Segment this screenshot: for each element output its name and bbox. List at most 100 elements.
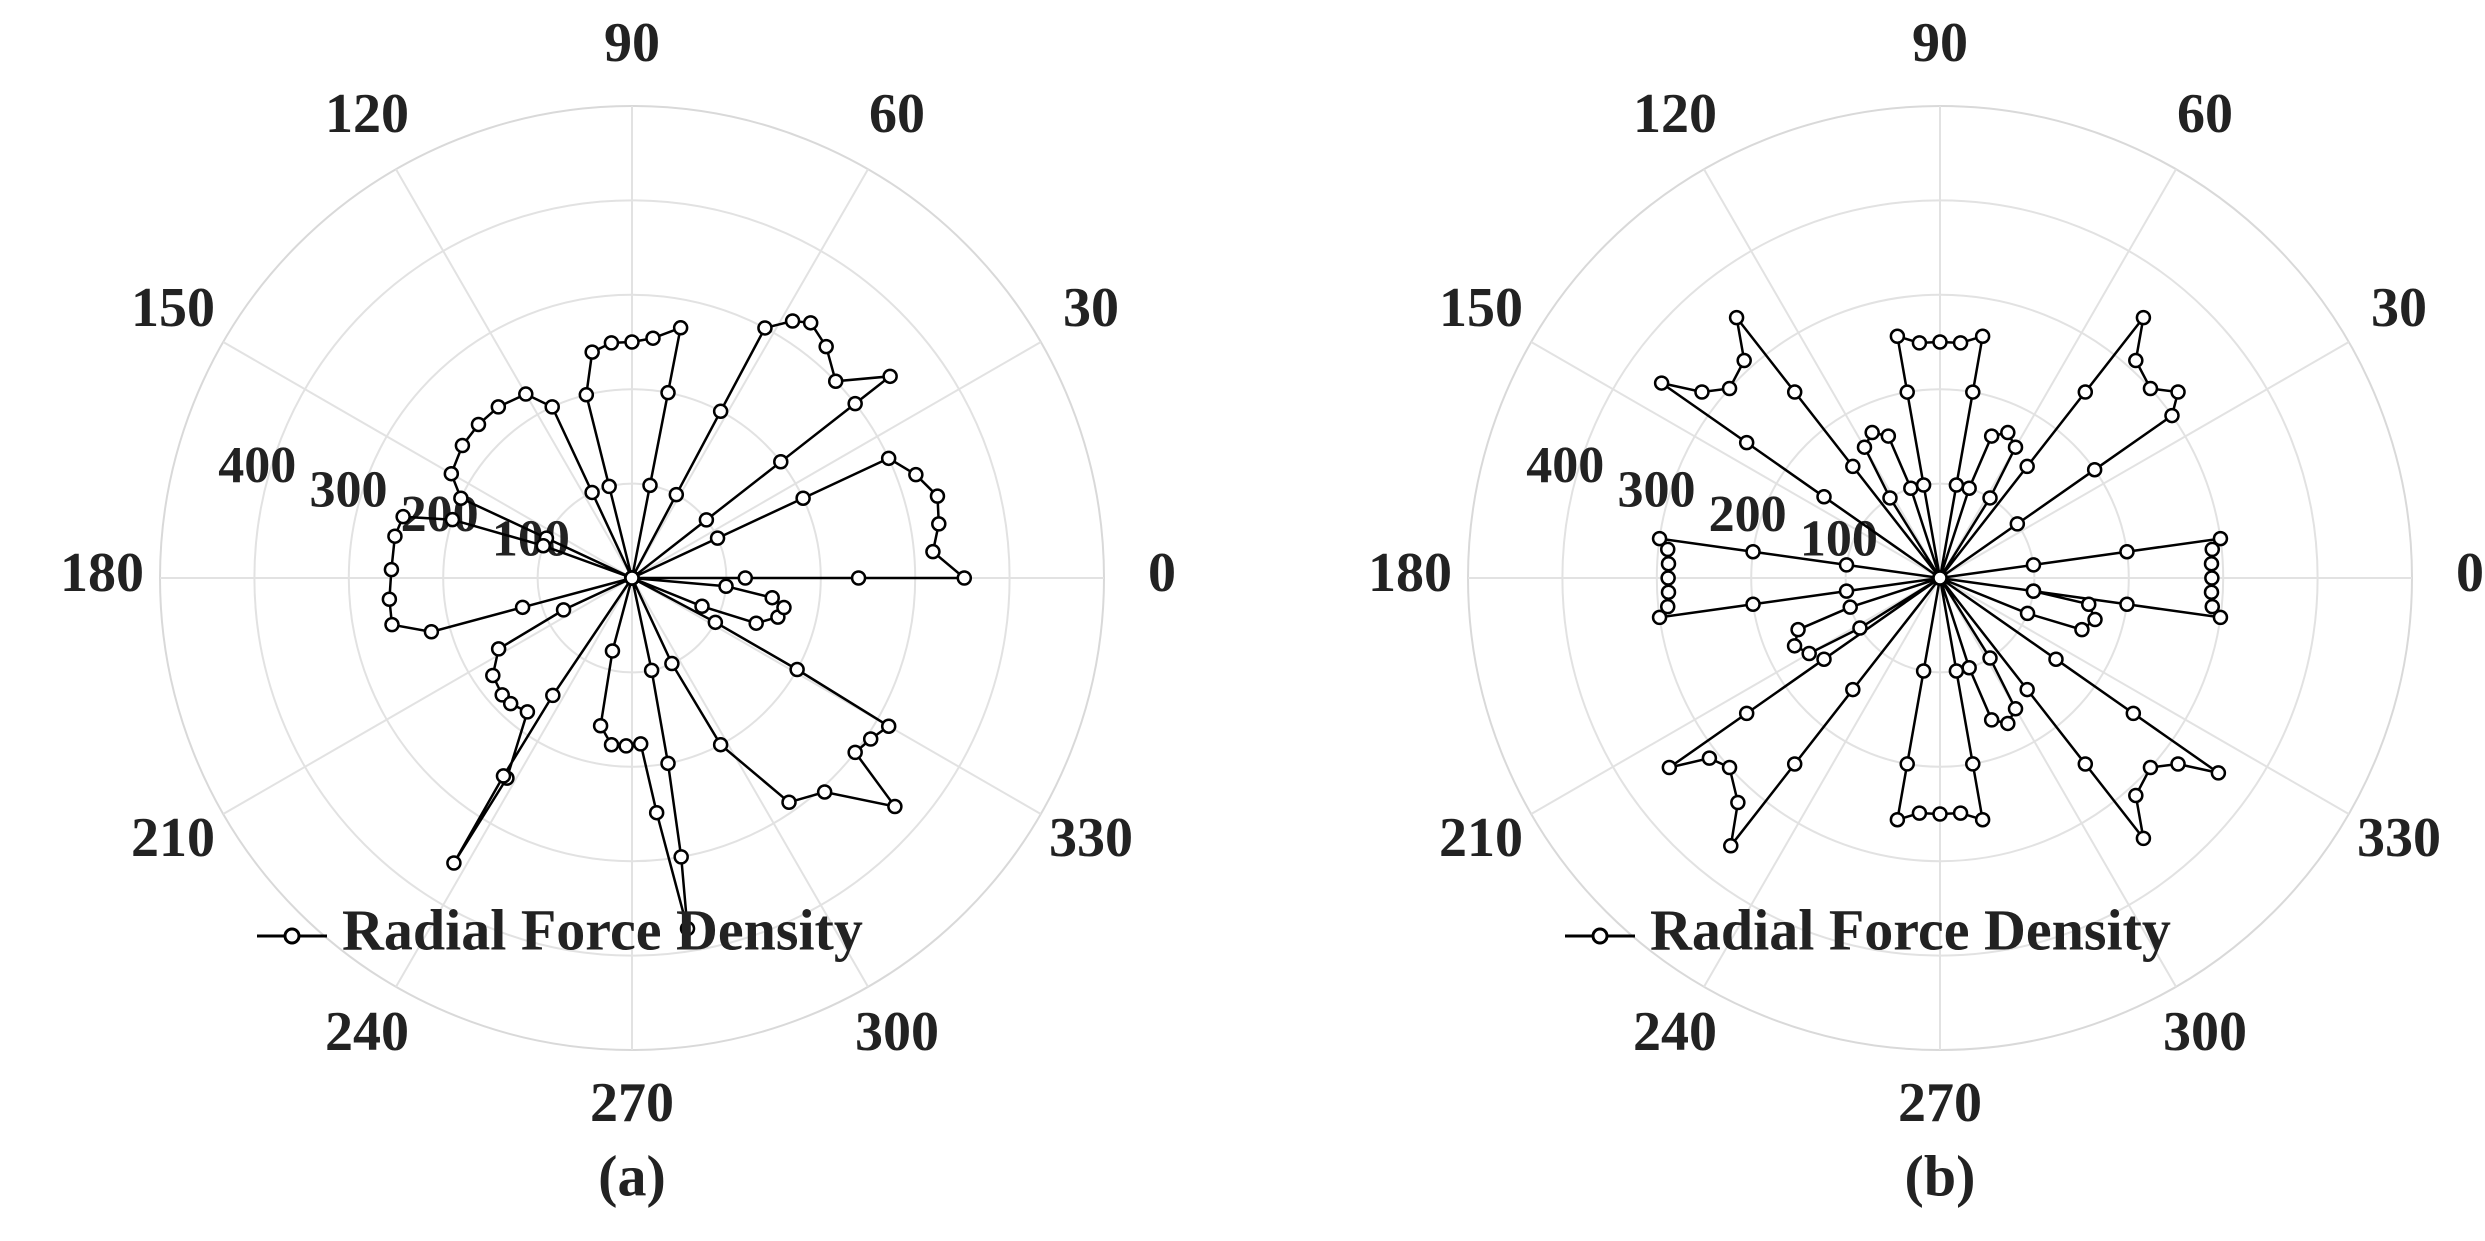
data-point	[887, 798, 903, 815]
data-point	[2000, 424, 2016, 441]
data-point	[1661, 759, 1678, 776]
data-point	[1983, 428, 2000, 444]
data-point	[2170, 384, 2186, 400]
theta-tick-label: 30	[2371, 277, 2427, 339]
theta-tick-label: 240	[325, 1001, 409, 1063]
data-point	[1965, 756, 1981, 772]
data-point	[555, 602, 572, 618]
data-point	[1738, 434, 1755, 451]
data-point	[618, 738, 634, 754]
data-point	[880, 718, 897, 734]
data-point	[707, 614, 724, 631]
data-point	[453, 490, 469, 506]
data-point	[1659, 598, 1676, 615]
data-point	[1932, 806, 1948, 822]
data-point	[2074, 621, 2090, 638]
data-point	[2203, 556, 2220, 572]
theta-tick-label: 270	[1898, 1072, 1982, 1134]
data-point	[1932, 334, 1948, 350]
data-point	[1852, 620, 1868, 636]
data-point	[2135, 309, 2152, 326]
data-point	[2080, 596, 2097, 612]
data-point	[624, 334, 640, 350]
data-point	[908, 466, 924, 483]
data-point	[660, 755, 676, 772]
data-point	[624, 570, 640, 586]
theta-tick-label: 150	[1439, 277, 1523, 339]
data-point	[584, 344, 600, 360]
data-point	[1961, 480, 1977, 496]
theta-grid-line	[1939, 577, 2177, 988]
data-point	[1723, 838, 1739, 854]
data-point	[2087, 611, 2103, 628]
data-point	[2128, 352, 2144, 369]
data-point	[1701, 750, 1718, 766]
data-point	[1952, 335, 1969, 351]
data-point	[1842, 599, 1858, 615]
data-point	[1694, 384, 1710, 400]
data-point	[709, 530, 726, 546]
r-tick-label: 200	[1709, 486, 1787, 543]
polar-chart: 0306090120150180210240270300330100200300…	[60, 12, 1176, 1208]
data-point	[1974, 811, 1991, 828]
theta-grid-line	[1703, 168, 1941, 579]
data-point	[847, 395, 863, 412]
data-point	[2019, 681, 2035, 698]
data-point	[773, 454, 789, 470]
data-point	[1974, 328, 1991, 345]
data-point	[1911, 805, 1928, 821]
data-point	[1736, 352, 1752, 369]
theta-tick-label: 90	[1912, 12, 1968, 74]
data-point	[1856, 439, 1873, 455]
theta-tick-label: 180	[60, 542, 144, 604]
theta-tick-label: 300	[2163, 1001, 2247, 1063]
data-point	[1932, 570, 1948, 586]
data-point	[1801, 645, 1817, 662]
data-point	[535, 537, 552, 554]
data-point	[384, 616, 400, 633]
data-point	[668, 486, 685, 503]
data-point	[446, 855, 462, 871]
theta-tick-label: 330	[2357, 807, 2441, 869]
data-point	[882, 368, 898, 385]
data-point	[584, 484, 600, 501]
data-point	[2135, 830, 2152, 847]
data-point	[2119, 596, 2135, 613]
theta-tick-label: 60	[869, 83, 925, 145]
chart-caption: (b)	[1905, 1143, 1976, 1208]
data-point	[2019, 458, 2035, 475]
data-point	[1786, 638, 1803, 654]
data-point	[495, 768, 512, 784]
theta-tick-label: 60	[2177, 83, 2233, 145]
data-point	[1899, 384, 1915, 400]
r-tick-label: 400	[218, 437, 296, 494]
data-point	[1790, 621, 1806, 638]
data-point	[648, 804, 665, 821]
data-point	[645, 330, 661, 346]
theta-tick-label: 90	[604, 12, 660, 74]
data-point	[781, 794, 797, 811]
data-point	[2009, 516, 2026, 532]
data-point	[485, 667, 501, 684]
theta-grid-line	[1939, 341, 2350, 579]
theta-grid-line	[1530, 577, 1941, 815]
data-point	[443, 465, 460, 482]
data-point	[1660, 584, 1677, 600]
data-point	[956, 570, 973, 586]
data-point	[1948, 477, 1965, 493]
data-point	[603, 737, 620, 753]
data-point	[784, 313, 801, 329]
legend-label: Radial Force Density	[1650, 897, 2171, 962]
data-point	[1915, 477, 1932, 493]
data-point	[1864, 424, 1880, 441]
data-point	[2142, 380, 2159, 397]
legend-marker	[283, 927, 301, 945]
data-point	[664, 655, 680, 672]
data-point	[545, 687, 561, 704]
data-point	[1745, 543, 1761, 560]
data-point	[698, 512, 715, 528]
data-point	[1903, 480, 1919, 496]
data-point	[470, 416, 487, 433]
theta-grid-line	[631, 341, 1042, 579]
